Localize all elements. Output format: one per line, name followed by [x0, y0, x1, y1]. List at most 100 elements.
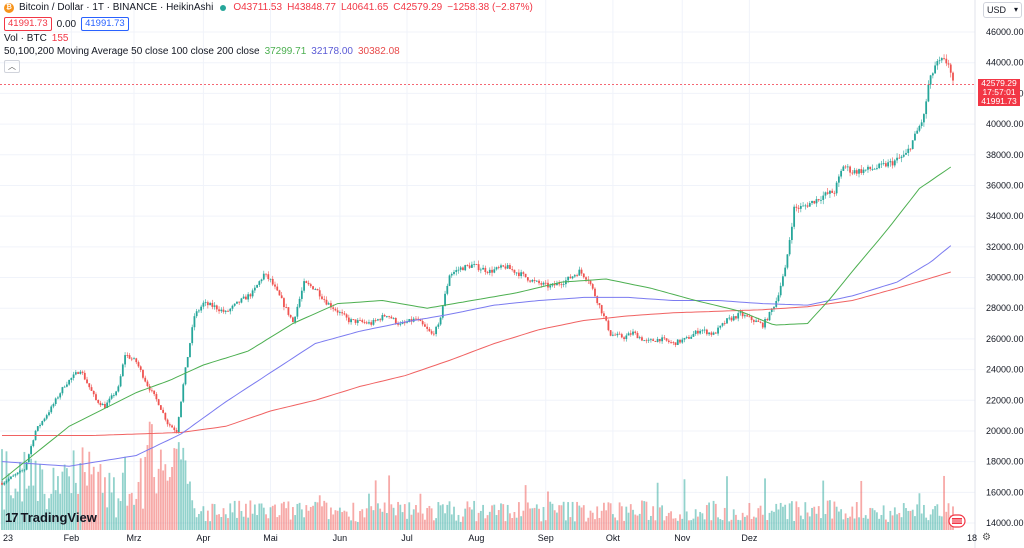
time-tick-label: Aug [468, 533, 484, 543]
candle-body [743, 315, 746, 317]
candle-body [804, 205, 807, 207]
candle-body [714, 332, 717, 334]
volume-bar [627, 512, 630, 530]
volume-bar [72, 450, 75, 530]
candle-body [119, 376, 122, 387]
time-axis: 23 Feb Mrz Apr Mai Jun Jul Aug Sep Okt Nov Dez 18 [3, 533, 977, 543]
volume-bar [189, 481, 191, 530]
volume-bar [245, 503, 247, 530]
candle-body [636, 332, 639, 339]
candle-body [61, 387, 64, 394]
time-tick-label: Mrz [127, 533, 142, 543]
candle-body [580, 269, 583, 274]
price-tick-label: 20000.00 [986, 426, 1024, 436]
volume-bar [291, 507, 294, 530]
volume-bar [392, 507, 395, 530]
volume-bar [710, 520, 713, 530]
candle-body [309, 284, 312, 287]
volume-bar [529, 508, 531, 530]
volume-bar [211, 503, 214, 530]
candle-body [182, 384, 185, 402]
gear-icon[interactable]: ⚙ [982, 532, 991, 543]
candle-body [280, 295, 283, 299]
candle-body [365, 322, 368, 324]
candle-body [397, 323, 399, 325]
volume-bar [896, 514, 898, 530]
volume-bar [173, 448, 176, 530]
candle-body [112, 395, 115, 396]
volume-bar [269, 507, 272, 530]
volume-bar [623, 520, 625, 530]
candle-body [332, 307, 335, 309]
tradingview-logo[interactable]: 17 TradingView [5, 510, 97, 525]
candle-body [323, 298, 326, 300]
volume-bar [869, 507, 872, 530]
volume-bar [833, 501, 836, 530]
volume-bar [39, 463, 41, 530]
volume-bar [345, 511, 348, 530]
volume-bar [233, 500, 236, 530]
volume-bar [350, 520, 352, 530]
candle-body [63, 386, 66, 388]
candle-body [654, 341, 657, 342]
candle-body [723, 323, 726, 325]
volume-legend[interactable]: Vol · BTC 155 [4, 33, 68, 44]
candle-body [585, 277, 587, 280]
sell-button[interactable]: 41991.73 [4, 17, 52, 31]
ma-legend[interactable]: 50,100,200 Moving Average 50 close 100 c… [4, 46, 400, 57]
candle-body [435, 326, 438, 335]
volume-bar [278, 515, 281, 530]
volume-bar [811, 507, 813, 530]
volume-bar [30, 458, 32, 530]
candle-body [797, 207, 800, 209]
candle-body [265, 273, 267, 275]
candle-body [737, 313, 740, 319]
volume-bar [817, 506, 820, 530]
volume-bar [670, 511, 672, 530]
candle-body [168, 424, 171, 426]
candle-body [495, 267, 498, 270]
volume-bar [495, 515, 498, 530]
volume-bar [482, 504, 484, 530]
candle-body [79, 371, 82, 374]
volume-bar [296, 503, 299, 530]
volume-bar [446, 504, 449, 530]
candle-body [634, 331, 637, 333]
candle-body [305, 281, 308, 283]
candle-body [271, 278, 274, 285]
volume-bar [752, 516, 755, 530]
volume-bar [746, 515, 749, 530]
volume-bar [705, 505, 708, 530]
candle-body [347, 317, 350, 323]
candle-body [144, 377, 147, 382]
volume-bar [363, 517, 366, 530]
volume-bar [925, 517, 928, 530]
price-tick-label: 18000.00 [986, 457, 1024, 467]
volume-bar [202, 506, 205, 530]
volume-bar [598, 517, 601, 530]
buy-button[interactable]: 41991.73 [81, 17, 129, 31]
candle-body [824, 192, 827, 196]
candle-body [517, 272, 520, 277]
candle-body [721, 323, 724, 326]
candle-body [681, 339, 684, 343]
chevron-up-icon[interactable]: ︿ [4, 60, 20, 73]
volume-bar [726, 476, 728, 530]
volume-bar [166, 480, 169, 530]
candle-body [949, 64, 952, 73]
candle-body [717, 327, 719, 334]
volume-bar [775, 503, 778, 530]
volume-bar [876, 512, 878, 530]
volume-bar [477, 512, 480, 530]
volume-bar [497, 510, 500, 530]
candle-body [65, 384, 68, 387]
candle-body [909, 148, 912, 150]
volume-bar [511, 518, 514, 530]
candle-body [947, 63, 950, 65]
currency-select[interactable]: USD [983, 2, 1022, 18]
candle-body [811, 200, 813, 204]
volume-bar [889, 510, 892, 530]
volume-bar [647, 519, 650, 530]
volume-bar [855, 502, 858, 530]
